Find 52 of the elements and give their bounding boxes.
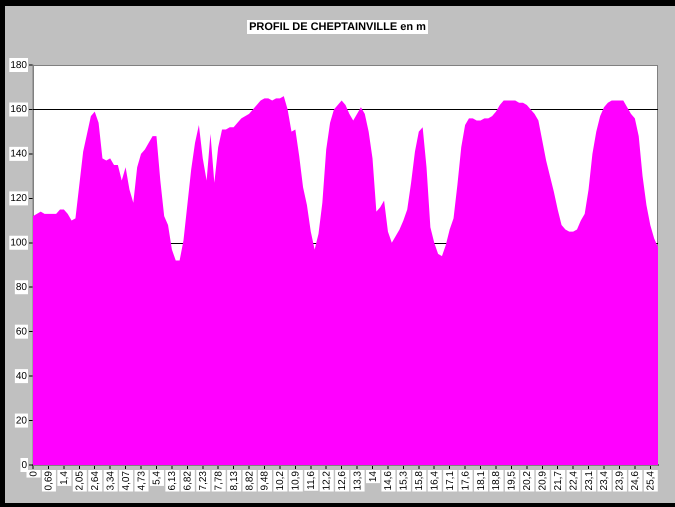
x-tick-label: 25,4	[646, 470, 657, 490]
x-tick-label: 18,8	[491, 470, 502, 490]
x-tick-label: 2,05	[74, 470, 86, 490]
x-tick-label: 12,2	[321, 470, 332, 490]
x-tick-label: 11,6	[306, 470, 318, 490]
x-tick-label: 20,2	[522, 470, 534, 490]
x-tick-label: 22,4	[568, 470, 580, 490]
y-tick-label: 60	[16, 326, 28, 338]
y-tick-label: 140	[10, 148, 28, 160]
x-tick-label: 7,78	[213, 470, 224, 490]
x-tick-label: 1,4	[59, 470, 70, 485]
x-tick-label: 23,4	[599, 470, 610, 490]
x-tick-label: 0,69	[44, 470, 55, 490]
y-tick-label: 80	[16, 282, 28, 293]
x-tick-label: 2,64	[90, 470, 101, 490]
y-tick-label: 20	[16, 415, 28, 426]
x-tick-label: 17,1	[444, 470, 456, 490]
x-tick-label: 10,2	[275, 470, 286, 490]
x-tick-label: 23,9	[614, 470, 626, 490]
x-tick-label: 23,1	[584, 470, 595, 490]
x-tick-label: 17,6	[460, 470, 472, 490]
y-tick-label: 160	[10, 104, 28, 116]
x-tick-label: 14,6	[383, 470, 394, 490]
x-tick-label: 9,48	[260, 470, 271, 490]
x-tick-label: 5,4	[152, 470, 163, 485]
x-tick-label: 15,8	[414, 470, 426, 490]
y-tick-label: 40	[16, 370, 28, 382]
x-tick-label: 3,34	[105, 470, 116, 490]
x-tick-label: 10,9	[290, 470, 302, 490]
x-tick-label: 16,4	[429, 470, 440, 490]
x-tick-label: 8,13	[228, 470, 240, 490]
x-tick-label: 21,7	[552, 470, 564, 490]
x-tick-label: 4,07	[120, 470, 132, 490]
x-tick-label: 24,6	[630, 470, 642, 490]
y-tick-label: 120	[10, 193, 28, 204]
x-tick-label: 6,82	[182, 470, 194, 490]
x-tick-label: 14	[368, 470, 379, 482]
x-tick-label: 13,3	[352, 470, 364, 490]
x-tick-label: 12,6	[336, 470, 348, 490]
chart-title: PROFIL DE CHEPTAINVILLE en m	[247, 20, 428, 34]
x-tick-label: 20,9	[538, 470, 549, 490]
x-tick-label: 18,1	[476, 470, 487, 490]
y-tick-label: 180	[10, 60, 28, 71]
x-tick-label: 0	[28, 470, 40, 477]
x-tick-label: 19,5	[506, 470, 518, 490]
x-tick-label: 4,73	[136, 470, 148, 490]
y-tick-label: 100	[10, 238, 28, 249]
x-tick-label: 7,23	[198, 470, 210, 490]
x-tick-label: 15,3	[398, 470, 410, 490]
x-tick-label: 8,82	[244, 470, 256, 490]
y-tick-label: 0	[21, 460, 28, 471]
x-tick-label: 6,13	[167, 470, 178, 490]
